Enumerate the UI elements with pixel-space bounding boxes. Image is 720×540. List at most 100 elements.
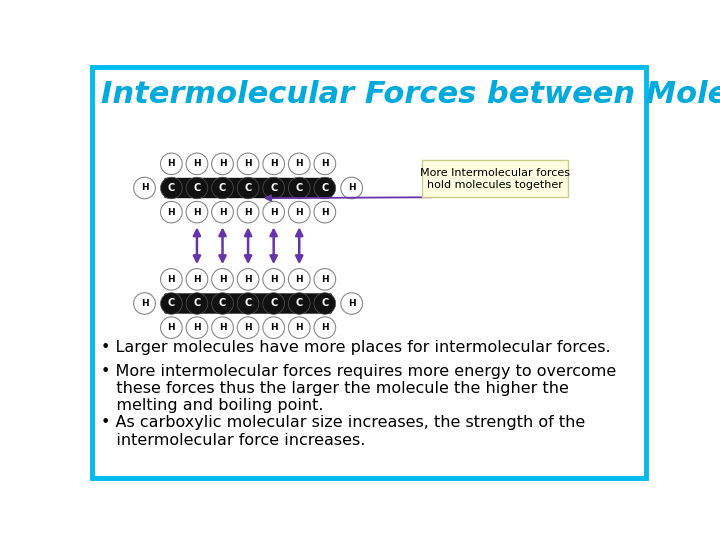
Circle shape xyxy=(186,177,208,199)
Circle shape xyxy=(212,317,233,339)
Text: H: H xyxy=(321,159,328,168)
Text: C: C xyxy=(168,183,175,193)
Text: • More intermolecular forces requires more energy to overcome
   these forces th: • More intermolecular forces requires mo… xyxy=(101,363,616,413)
Text: H: H xyxy=(321,208,328,217)
Text: H: H xyxy=(244,323,252,332)
Text: C: C xyxy=(296,299,303,308)
Circle shape xyxy=(263,153,284,174)
Circle shape xyxy=(263,293,284,314)
Text: C: C xyxy=(219,183,226,193)
Circle shape xyxy=(161,177,182,199)
Text: H: H xyxy=(168,275,175,284)
Text: H: H xyxy=(140,184,148,192)
Text: H: H xyxy=(140,299,148,308)
Circle shape xyxy=(212,293,233,314)
Circle shape xyxy=(212,177,233,199)
Text: More Intermolecular forces
hold molecules together: More Intermolecular forces hold molecule… xyxy=(420,168,570,190)
Circle shape xyxy=(161,201,182,223)
Text: C: C xyxy=(321,183,328,193)
Circle shape xyxy=(186,268,208,290)
Circle shape xyxy=(314,177,336,199)
Text: C: C xyxy=(270,299,277,308)
Text: • As carboxylic molecular size increases, the strength of the
   intermolecular : • As carboxylic molecular size increases… xyxy=(101,415,585,448)
Text: H: H xyxy=(193,208,201,217)
Text: H: H xyxy=(219,208,226,217)
Circle shape xyxy=(314,153,336,174)
FancyBboxPatch shape xyxy=(92,67,646,478)
Circle shape xyxy=(134,293,156,314)
Circle shape xyxy=(314,268,336,290)
Circle shape xyxy=(161,268,182,290)
Circle shape xyxy=(161,153,182,174)
Text: H: H xyxy=(348,299,356,308)
Text: H: H xyxy=(244,159,252,168)
Circle shape xyxy=(238,177,259,199)
FancyBboxPatch shape xyxy=(422,160,568,197)
Circle shape xyxy=(314,201,336,223)
Text: H: H xyxy=(168,323,175,332)
Circle shape xyxy=(341,177,363,199)
Text: H: H xyxy=(295,159,303,168)
Text: H: H xyxy=(219,323,226,332)
Circle shape xyxy=(263,317,284,339)
Text: C: C xyxy=(321,299,328,308)
Circle shape xyxy=(263,177,284,199)
Text: H: H xyxy=(321,275,328,284)
Circle shape xyxy=(314,317,336,339)
Circle shape xyxy=(263,201,284,223)
Circle shape xyxy=(238,317,259,339)
Text: H: H xyxy=(295,275,303,284)
Text: H: H xyxy=(295,323,303,332)
Text: H: H xyxy=(321,323,328,332)
Text: H: H xyxy=(219,275,226,284)
Circle shape xyxy=(186,153,208,174)
Circle shape xyxy=(289,293,310,314)
Circle shape xyxy=(289,317,310,339)
Text: H: H xyxy=(270,275,277,284)
Text: H: H xyxy=(348,184,356,192)
Text: H: H xyxy=(193,323,201,332)
Text: C: C xyxy=(194,299,201,308)
Text: H: H xyxy=(168,208,175,217)
Circle shape xyxy=(161,293,182,314)
Text: H: H xyxy=(244,275,252,284)
Text: C: C xyxy=(219,299,226,308)
Text: H: H xyxy=(244,208,252,217)
Circle shape xyxy=(186,201,208,223)
Text: H: H xyxy=(270,208,277,217)
Text: • Larger molecules have more places for intermolecular forces.: • Larger molecules have more places for … xyxy=(101,340,611,355)
Circle shape xyxy=(161,317,182,339)
Text: H: H xyxy=(270,159,277,168)
Circle shape xyxy=(186,317,208,339)
Text: H: H xyxy=(193,275,201,284)
Circle shape xyxy=(238,268,259,290)
Circle shape xyxy=(238,153,259,174)
Circle shape xyxy=(212,153,233,174)
Text: C: C xyxy=(245,183,252,193)
Text: H: H xyxy=(168,159,175,168)
Text: C: C xyxy=(270,183,277,193)
FancyBboxPatch shape xyxy=(165,179,331,198)
Circle shape xyxy=(134,177,156,199)
Circle shape xyxy=(212,201,233,223)
Circle shape xyxy=(341,293,363,314)
Text: C: C xyxy=(194,183,201,193)
Circle shape xyxy=(314,293,336,314)
Circle shape xyxy=(289,153,310,174)
Text: Intermolecular Forces between Molecules: Intermolecular Forces between Molecules xyxy=(101,79,720,109)
Text: H: H xyxy=(270,323,277,332)
Text: H: H xyxy=(193,159,201,168)
FancyBboxPatch shape xyxy=(165,294,331,313)
Text: H: H xyxy=(295,208,303,217)
Circle shape xyxy=(212,268,233,290)
Text: H: H xyxy=(219,159,226,168)
Text: C: C xyxy=(168,299,175,308)
Circle shape xyxy=(186,293,208,314)
Circle shape xyxy=(289,177,310,199)
Text: C: C xyxy=(245,299,252,308)
Circle shape xyxy=(289,268,310,290)
Circle shape xyxy=(289,201,310,223)
Text: C: C xyxy=(296,183,303,193)
Circle shape xyxy=(238,201,259,223)
Circle shape xyxy=(263,268,284,290)
